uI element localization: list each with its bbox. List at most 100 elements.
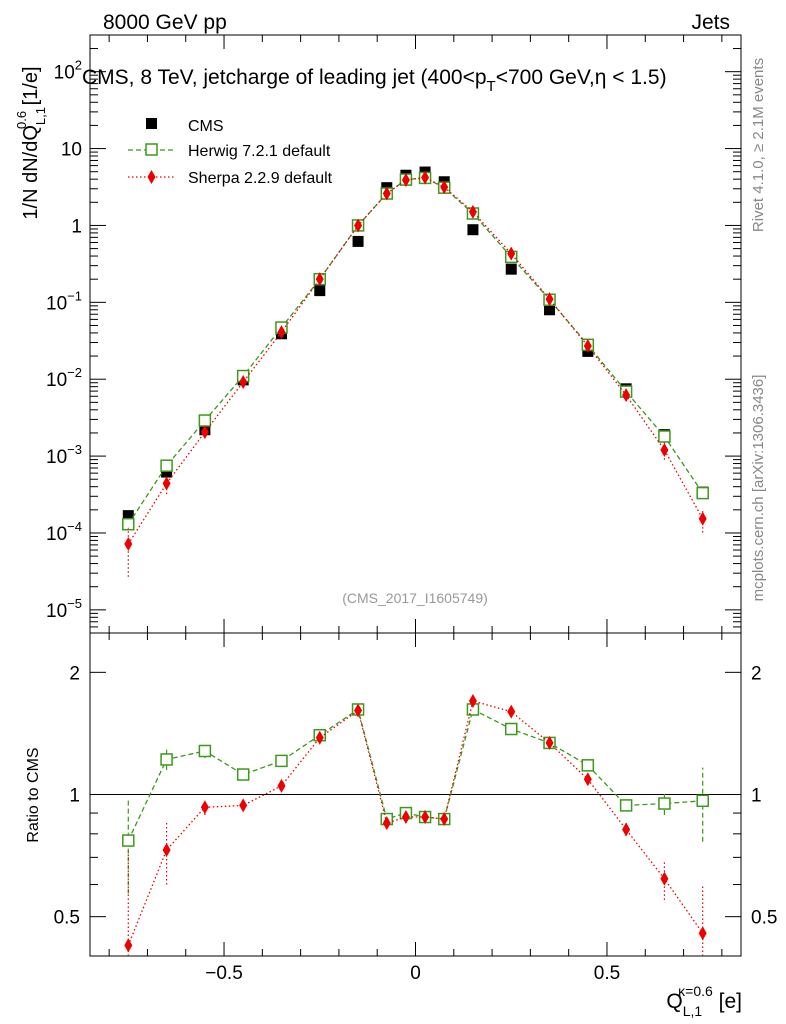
ratio-y-tick-labels: 0.5 0.5 1 1 2 2	[54, 663, 778, 928]
mcplots-label: mcplots.cern.ch [arXiv:1306.3436]	[750, 375, 767, 602]
series-sherpa	[124, 170, 707, 577]
ratio-axis-ticks	[90, 633, 741, 957]
ratio-series	[122, 693, 709, 956]
legend-marker-sherpa	[147, 170, 156, 184]
data-point-sherpa	[382, 816, 391, 831]
series-line-sherpa	[127, 700, 704, 946]
data-point-sherpa	[401, 173, 410, 188]
x-tick-label: 0.5	[594, 963, 620, 984]
series-line-herwig	[127, 177, 704, 525]
rivet-label: Rivet 4.1.0, ≥ 2.1M events	[750, 58, 767, 232]
legend-item-cms: CMS	[146, 118, 224, 135]
data-point-herwig	[122, 834, 135, 847]
main-panel: 10−5 10−4 10−3 10−2 10−1 1 10 102 (CMS_2017_I16…	[14, 34, 742, 634]
data-point-sherpa	[660, 443, 669, 458]
main-title: CMS, 8 TeV, jetcharge of leading jet (40…	[82, 66, 667, 95]
data-point-sherpa	[545, 292, 554, 307]
y-tick-label: 10−5	[46, 596, 82, 622]
data-point-herwig	[160, 459, 173, 472]
ratio-panel: 0.5 0.5 1 1 2 2 −0.5 0 0.5 Ratio to CMS QL,1κ=0…	[25, 632, 778, 1019]
data-point-sherpa	[277, 325, 286, 340]
legend-item-sherpa: Sherpa 2.2.9 default	[128, 170, 333, 187]
data-point-herwig	[504, 722, 518, 736]
data-point-herwig	[581, 759, 595, 772]
ratio-y-tick-label: 1	[69, 786, 80, 807]
data-point-herwig	[619, 799, 633, 812]
y-tick-label: 10−4	[46, 519, 82, 545]
data-point-cms	[352, 235, 364, 247]
legend-label-cms: CMS	[188, 118, 224, 135]
data-point-sherpa	[124, 536, 133, 551]
data-point-sherpa	[239, 798, 248, 813]
legend-marker-herwig	[145, 143, 158, 156]
data-point-sherpa	[162, 476, 171, 491]
data-point-herwig	[696, 486, 709, 500]
data-point-sherpa	[421, 170, 430, 185]
main-series	[122, 166, 709, 577]
series-line-herwig	[127, 708, 703, 841]
data-point-sherpa	[583, 339, 592, 354]
legend-marker-cms	[146, 118, 157, 129]
data-point-sherpa	[545, 735, 554, 750]
header-left: 8000 GeV pp	[103, 11, 227, 34]
ratio-y-axis-label: Ratio to CMS	[25, 747, 42, 842]
ratio-y-tick-label-right: 1	[751, 786, 762, 807]
series-cms	[122, 166, 709, 522]
main-title-part2: <700 GeV,η < 1.5)	[496, 66, 667, 89]
analysis-watermark: (CMS_2017_I1605749)	[342, 590, 488, 606]
x-tick-label: 0	[410, 963, 421, 984]
main-title-part1: CMS, 8 TeV, jetcharge of leading jet (40…	[82, 66, 487, 89]
data-point-herwig	[658, 430, 671, 443]
series-line-sherpa	[127, 176, 704, 545]
data-point-sherpa	[200, 800, 209, 815]
data-point-cms	[505, 263, 517, 275]
data-point-sherpa	[421, 810, 430, 825]
data-point-sherpa	[382, 186, 391, 201]
y-tick-label: 102	[54, 58, 82, 84]
data-point-herwig	[122, 517, 135, 531]
legend-item-herwig: Herwig 7.2.1 default	[128, 143, 331, 160]
data-point-sherpa	[401, 810, 410, 825]
data-point-herwig	[658, 797, 671, 810]
data-point-sherpa	[468, 693, 477, 708]
data-point-sherpa	[622, 388, 631, 403]
x-tick-labels: −0.5 0 0.5	[205, 963, 620, 984]
data-point-sherpa	[162, 842, 171, 857]
data-point-sherpa	[239, 374, 248, 389]
data-point-sherpa	[315, 272, 324, 287]
legend-label-herwig: Herwig 7.2.1 default	[188, 143, 331, 160]
data-point-sherpa	[698, 926, 707, 941]
data-point-sherpa	[354, 703, 363, 718]
data-point-cms	[467, 224, 479, 236]
ratio-y-tick-label: 0.5	[54, 908, 80, 929]
y-tick-label: 10−3	[46, 442, 82, 468]
data-point-sherpa	[315, 730, 324, 745]
data-point-sherpa	[354, 218, 363, 233]
data-point-cms	[314, 285, 326, 297]
x-tick-label: −0.5	[205, 963, 243, 984]
data-point-cms	[122, 510, 134, 522]
data-point-cms	[161, 466, 173, 478]
data-point-herwig	[198, 414, 212, 427]
series-sherpa	[124, 693, 707, 956]
data-point-herwig	[160, 753, 173, 766]
data-point-sherpa	[277, 778, 286, 793]
data-point-sherpa	[583, 772, 592, 787]
data-point-cms	[544, 304, 556, 316]
data-point-sherpa	[507, 246, 516, 261]
ratio-y-tick-label-right: 2	[751, 663, 762, 684]
y-tick-label: 10−2	[46, 365, 82, 391]
y-tick-label: 10	[61, 140, 82, 161]
data-point-sherpa	[660, 871, 669, 886]
y-tick-label: 1	[71, 216, 82, 237]
data-point-sherpa	[468, 204, 477, 219]
data-point-herwig	[198, 744, 212, 758]
y-tick-label: 10−1	[46, 288, 82, 314]
data-point-herwig	[236, 768, 250, 781]
data-point-sherpa	[440, 180, 449, 195]
series-herwig	[122, 171, 709, 531]
header-right: Jets	[691, 11, 730, 34]
series-herwig	[122, 703, 709, 894]
data-point-sherpa	[622, 822, 631, 837]
